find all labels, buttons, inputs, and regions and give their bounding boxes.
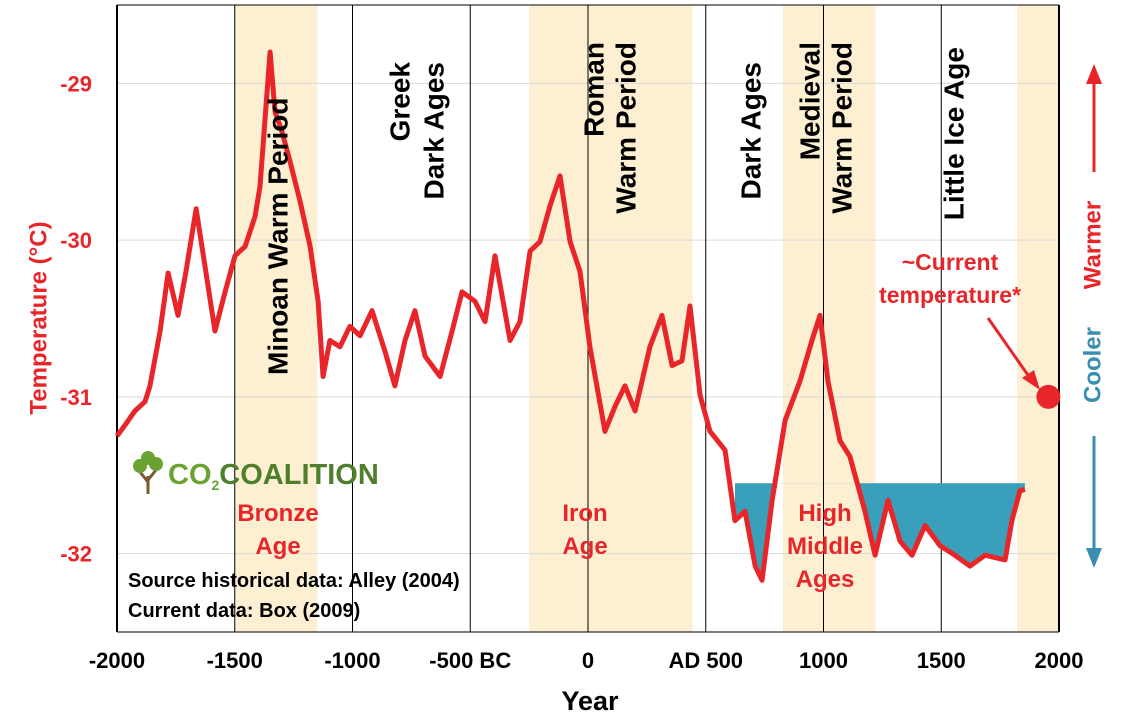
logo-rest: COALITION <box>219 459 379 491</box>
current-arrow-head <box>1022 370 1040 390</box>
logo-text: CO2COALITION <box>168 459 379 493</box>
period-shade <box>782 5 876 632</box>
x-tick-label: 1000 <box>799 648 848 673</box>
region-label: Ages <box>796 566 855 593</box>
x-tick-label: 1500 <box>917 648 966 673</box>
region-label: Bronze <box>237 500 318 527</box>
period-label: Roman <box>578 42 609 137</box>
x-tick-label: -1000 <box>324 648 380 673</box>
region-label: High <box>798 500 851 527</box>
x-tick-label: -2000 <box>89 648 145 673</box>
region-label: Iron <box>562 500 607 527</box>
logo-tree <box>138 469 158 494</box>
logo-co: CO <box>168 459 212 491</box>
current-arrow <box>986 317 1032 379</box>
side-cooler: Cooler <box>1079 327 1106 403</box>
y-tick-label: -31 <box>60 385 92 410</box>
y-axis-title: Temperature (°C) <box>25 221 52 414</box>
period-label: Medieval <box>794 42 825 160</box>
period-label: Warm Period <box>826 42 857 214</box>
period-shade <box>1017 5 1059 632</box>
current-label: ~Current <box>902 249 999 275</box>
period-shade <box>529 5 693 632</box>
period-label: Warm Period <box>610 42 641 214</box>
data-line <box>114 49 1026 583</box>
side-warmer: Warmer <box>1079 201 1106 289</box>
x-tick-label: 0 <box>582 648 594 673</box>
current-point <box>1036 384 1061 409</box>
x-tick-label: AD 500 <box>668 648 743 673</box>
warm-arrow-head <box>1086 64 1102 84</box>
period-label: Greek <box>384 62 415 142</box>
x-axis-title: Year <box>561 686 619 716</box>
current-label: temperature* <box>879 282 1021 308</box>
period-label: Dark Ages <box>735 62 766 199</box>
source-note: Current data: Box (2009) <box>128 600 360 622</box>
logo-sub: 2 <box>212 477 220 493</box>
y-tick-label: -29 <box>60 71 92 96</box>
x-tick-label: 2000 <box>1035 648 1084 673</box>
region-label: Age <box>562 533 607 560</box>
region-label: Middle <box>787 533 863 560</box>
y-tick-label: -30 <box>60 228 92 253</box>
x-tick-label: -500 BC <box>429 648 511 673</box>
region-label: Age <box>255 533 300 560</box>
y-tick-label: -32 <box>60 542 92 567</box>
cool-arrow-head <box>1086 548 1102 568</box>
logo: CO2COALITION <box>133 451 379 494</box>
logo-leaf <box>141 451 155 465</box>
period-label: Minoan Warm Period <box>262 98 293 375</box>
source-note: Source historical data: Alley (2004) <box>128 570 460 592</box>
period-label: Dark Ages <box>418 62 449 199</box>
period-label: Little Ice Age <box>938 47 969 220</box>
x-tick-label: -1500 <box>207 648 263 673</box>
